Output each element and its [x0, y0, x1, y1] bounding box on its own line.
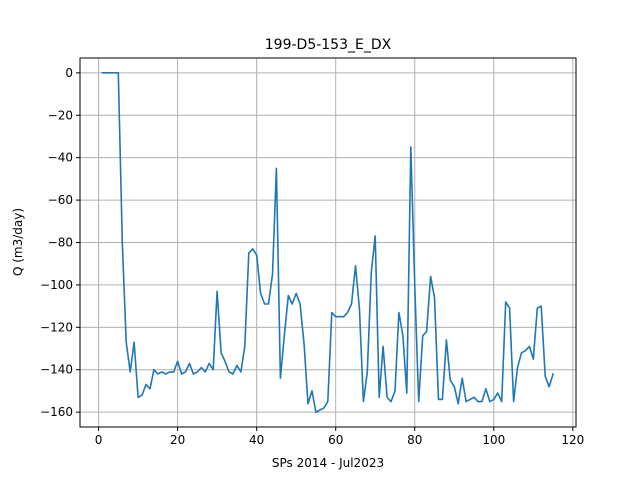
- x-axis-label: SPs 2014 - Jul2023: [272, 456, 384, 470]
- x-tick-label: 20: [170, 433, 185, 447]
- tick-layer: 0 20 40 60 80 100 120 0 −20 −40 −60 −80 −100 −120 −140…: [40, 66, 584, 447]
- x-tick-label: 0: [95, 433, 103, 447]
- y-tick-label: −140: [40, 363, 73, 377]
- x-tick-label: 100: [482, 433, 505, 447]
- x-tick-label: 120: [561, 433, 584, 447]
- x-tick-label: 80: [407, 433, 422, 447]
- chart-title: 199-D5-153_E_DX: [265, 37, 392, 53]
- series-line-0: [101, 72, 555, 414]
- y-tick-label: −40: [48, 151, 73, 165]
- grid-layer: [80, 58, 576, 427]
- x-tick-label: 60: [328, 433, 343, 447]
- y-tick-label: −160: [40, 405, 73, 419]
- series-layer: [101, 72, 555, 414]
- y-tick-label: 0: [65, 66, 73, 80]
- y-tick-label: −20: [48, 108, 73, 122]
- y-tick-label: −120: [40, 320, 73, 334]
- y-tick-label: −100: [40, 278, 73, 292]
- y-tick-label: −60: [48, 193, 73, 207]
- y-axis-label: Q (m3/day): [11, 208, 25, 276]
- y-tick-label: −80: [48, 236, 73, 250]
- x-tick-label: 40: [249, 433, 264, 447]
